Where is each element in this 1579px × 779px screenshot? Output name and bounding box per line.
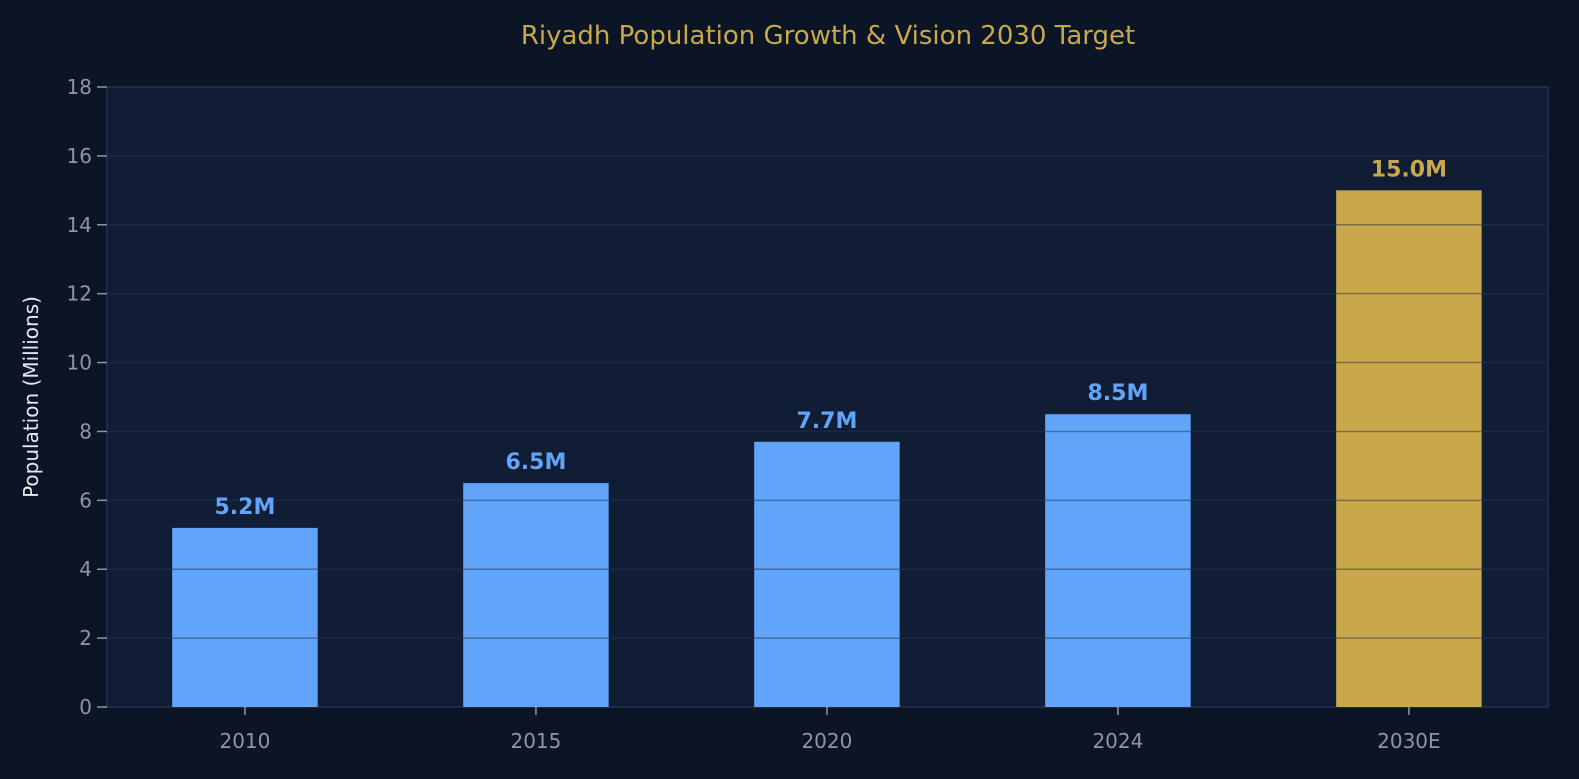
data-label: 6.5M — [505, 450, 566, 475]
bar — [172, 527, 318, 707]
y-tick-label: 14 — [67, 213, 92, 237]
x-tick-label: 2024 — [1092, 729, 1143, 753]
y-tick-label: 8 — [79, 419, 92, 443]
chart-title: Riyadh Population Growth & Vision 2030 T… — [521, 21, 1135, 51]
y-tick-label: 16 — [67, 144, 92, 168]
x-tick-label: 2020 — [801, 729, 852, 753]
bar — [1045, 414, 1191, 707]
data-label: 8.5M — [1087, 381, 1148, 406]
data-label: 15.0M — [1371, 157, 1447, 182]
y-tick-label: 10 — [67, 351, 92, 375]
y-tick-label: 0 — [79, 695, 92, 719]
x-tick-label: 2015 — [510, 729, 561, 753]
y-tick-label: 18 — [67, 75, 92, 99]
bar — [754, 441, 900, 707]
y-tick-label: 12 — [67, 282, 92, 306]
x-tick-label: 2030E — [1377, 729, 1441, 753]
data-label: 7.7M — [796, 409, 857, 434]
y-axis-label: Population (Millions) — [19, 296, 43, 498]
y-tick-label: 6 — [79, 488, 92, 512]
x-tick-label: 2010 — [219, 729, 270, 753]
bar — [1336, 190, 1482, 708]
y-tick-label: 2 — [79, 626, 92, 650]
data-label: 5.2M — [214, 495, 275, 520]
bar — [463, 483, 609, 707]
y-tick-label: 4 — [79, 557, 92, 581]
